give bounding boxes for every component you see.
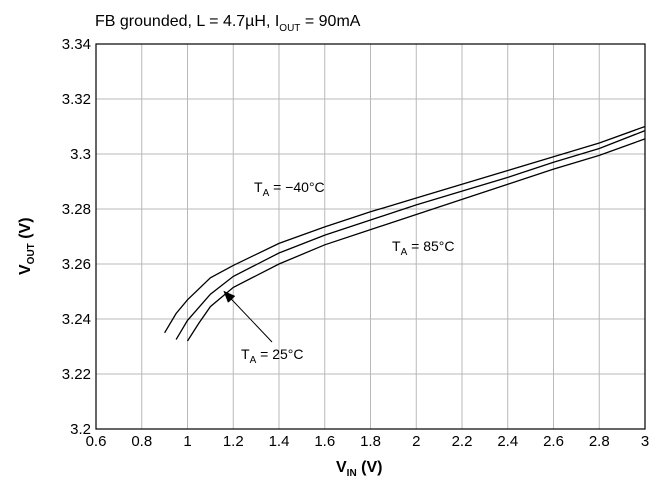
title-text-2: = 90mA [300,13,360,30]
chart-title: FB grounded, L = 4.7µH, IOUT = 90mA [95,13,361,34]
x-tick-label: 2.2 [452,433,473,450]
annotation-85-sub: A [401,247,408,258]
x-tick-label: 1 [183,433,191,450]
y-tick-label: 3.28 [62,201,91,218]
series-line-3 [186,138,646,342]
title-subscript: OUT [279,23,300,34]
x-tick-label: 1.8 [360,433,381,450]
x-tick-label: 1.4 [269,433,290,450]
title-text-1: FB grounded, L = 4.7µH, I [95,13,279,30]
y-label-unit: (V) [17,217,34,243]
x-axis-label: VIN (V) [336,459,382,479]
y-tick-label: 3.26 [62,256,91,273]
series-group [164,125,646,342]
annotation-85-value: = 85°C [407,238,454,254]
x-tick-label: 1.6 [314,433,335,450]
annotation-minus40: TA = −40°C [254,179,325,199]
y-tick-labels: 3.2 3.22 3.24 3.26 3.28 3.3 3.32 3.34 [62,36,91,438]
x-tick-label: 2.6 [543,433,564,450]
x-tick-label: 2.4 [497,433,518,450]
annotation-minus40-sub: A [263,188,270,199]
x-label-sub: IN [347,468,357,479]
annotation-25-value: = 25°C [256,346,303,362]
x-tick-label: 0.6 [86,433,107,450]
annotation-25-sub: A [250,355,257,366]
plot-frame [95,43,646,430]
y-tick-label: 3.32 [62,91,91,108]
y-tick-label: 3.22 [62,366,91,383]
x-tick-label: 0.8 [131,433,152,450]
x-tick-label: 3 [641,433,649,450]
series-line-1 [164,125,646,334]
y-tick-label: 3.34 [62,36,91,53]
x-tick-label: 1.2 [223,433,244,450]
annotation-25: TA = 25°C [241,346,303,366]
annotation-85-main: T [392,238,401,254]
y-tick-label: 3.3 [70,146,91,163]
y-axis-label: VOUT (V) [17,217,37,275]
y-tick-label: 3.2 [70,421,91,438]
annotation-25-main: T [241,346,250,362]
x-label-main: V [336,459,347,476]
annotation-minus40-value: = −40°C [269,179,324,195]
annotation-25-arrow [223,290,273,343]
series-line-2 [175,129,646,340]
x-tick-label: 2 [412,433,420,450]
grid [95,43,646,430]
x-tick-labels: 0.6 0.8 1 1.2 1.4 1.6 1.8 2 2.2 2.4 2.6 2.8 3 [86,433,650,450]
annotation-85: TA = 85°C [392,238,454,258]
y-label-main: V [17,264,34,275]
y-tick-label: 3.24 [62,311,91,328]
x-tick-label: 2.8 [589,433,610,450]
x-label-unit: (V) [357,459,383,476]
annotation-minus40-main: T [254,179,263,195]
y-label-sub: OUT [26,243,37,264]
